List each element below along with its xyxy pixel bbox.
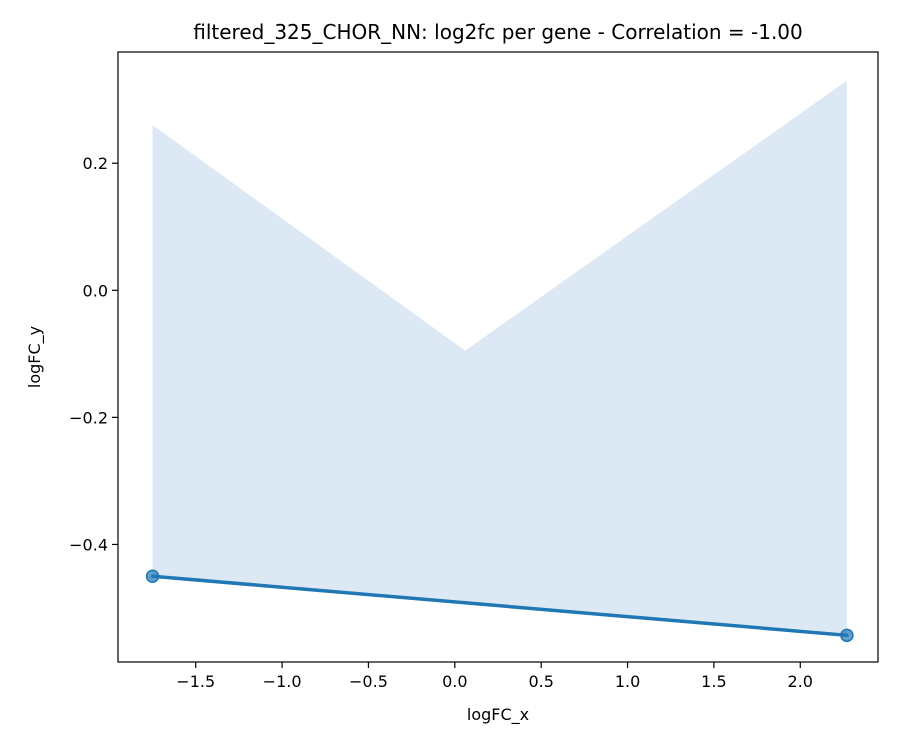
x-tick-label: −0.5 (349, 672, 388, 691)
x-tick-label: −1.0 (263, 672, 302, 691)
plot-area (145, 80, 854, 643)
data-points (145, 569, 854, 643)
y-tick-label: 0.2 (83, 154, 108, 173)
x-tick-label: −1.5 (176, 672, 215, 691)
y-axis-label: logFC_y (25, 326, 45, 388)
x-axis-ticks: −1.5 −1.0 −0.5 0.0 0.5 1.0 1.5 2.0 (176, 662, 813, 691)
data-point-1 (145, 569, 160, 583)
confidence-band (152, 80, 847, 636)
y-tick-label: −0.4 (69, 535, 108, 554)
regression-line (150, 574, 849, 638)
x-tick-label: 0.0 (442, 672, 467, 691)
data-point-2 (840, 628, 854, 643)
x-tick-label: 2.0 (788, 672, 813, 691)
y-tick-label: 0.0 (83, 281, 108, 300)
y-tick-label: −0.2 (69, 408, 108, 427)
x-tick-label: 1.0 (615, 672, 640, 691)
x-axis-label: logFC_x (467, 705, 529, 725)
x-tick-label: 1.5 (701, 672, 726, 691)
chart-title: filtered_325_CHOR_NN: log2fc per gene - … (193, 20, 803, 44)
axes-frame (117, 51, 879, 663)
x-tick-label: 0.5 (528, 672, 553, 691)
y-axis-ticks: −0.4 −0.2 0.0 0.2 (69, 154, 118, 554)
